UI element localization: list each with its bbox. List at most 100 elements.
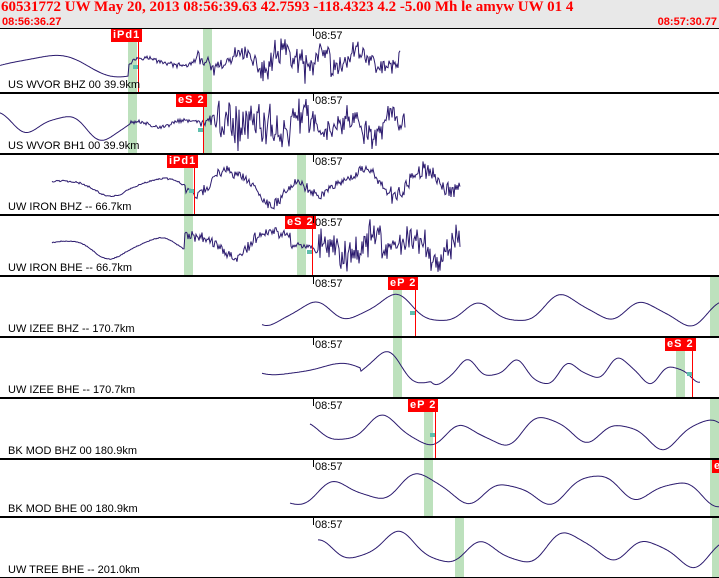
time-window-band <box>424 460 433 516</box>
waveform-trace <box>261 293 719 327</box>
station-channel-label: UW IZEE BHE -- 170.7km <box>8 384 136 396</box>
station-channel-label: US WVOR BH1 00 39.9km <box>8 140 140 152</box>
pick-amplitude-marker <box>133 65 138 69</box>
station-channel-label: UW TREE BHE -- 201.0km <box>8 564 140 576</box>
pick-label[interactable]: eS 2 <box>665 338 696 351</box>
time-axis-tick <box>313 94 314 101</box>
time-axis-tick <box>313 155 314 162</box>
trace-panel[interactable]: eS 2 08:57 UW IRON BHE -- 66.7km <box>0 215 719 276</box>
pick-amplitude-marker <box>198 128 203 132</box>
trace-plot-area[interactable]: eS 2 08:57 UW IZEE BHE -- 170.7km <box>0 338 719 397</box>
station-channel-label: BK MOD BHE 00 180.9km <box>8 503 138 515</box>
time-window-band <box>455 518 464 577</box>
time-axis-label: 08:57 <box>315 156 343 168</box>
trace-plot-area[interactable]: eP 2 08:57 UW IZEE BHZ -- 170.7km <box>0 277 719 336</box>
pick-time-line <box>138 29 139 92</box>
station-channel-label: UW IRON BHZ -- 66.7km <box>8 201 132 213</box>
trace-plot-area[interactable]: eS 2 08:57 UW IRON BHE -- 66.7km <box>0 216 719 275</box>
trace-panel[interactable]: eS 2 08:57 US WVOR BH1 00 39.9km <box>0 93 719 154</box>
trace-panel[interactable]: 08:57 UW TREE BHE -- 201.0km <box>0 517 719 578</box>
time-axis-tick <box>313 277 314 284</box>
time-window-band <box>424 399 433 458</box>
time-axis-tick <box>313 518 314 525</box>
waveform-trace <box>289 473 719 508</box>
trace-plot-area[interactable]: e 08:57 BK MOD BHE 00 180.9km <box>0 460 719 516</box>
axis-ticks-top <box>0 216 719 222</box>
waveform-trace <box>0 38 401 84</box>
axis-ticks-top <box>0 460 719 466</box>
trace-panel[interactable]: eP 2 08:57 BK MOD BHZ 00 180.9km <box>0 398 719 459</box>
window-end-time: 08:57:30.77 <box>657 16 717 28</box>
trace-panel[interactable]: eS 2 08:57 UW IZEE BHE -- 170.7km <box>0 337 719 398</box>
pick-time-line <box>194 155 195 214</box>
waveform-trace <box>51 161 461 210</box>
pick-label[interactable]: iPd1 <box>167 155 199 168</box>
trace-plot-area[interactable]: iPd1 08:57 US WVOR BHZ 00 39.9km <box>0 29 719 92</box>
time-window-band <box>393 277 402 336</box>
time-axis-label: 08:57 <box>315 30 343 42</box>
axis-ticks-top <box>0 94 719 100</box>
pick-amplitude-marker <box>189 189 194 193</box>
time-window-band <box>676 338 685 397</box>
axis-ticks-top <box>0 338 719 344</box>
event-header: 60531772 UW May 20, 2013 08:56:39.63 42.… <box>0 0 719 28</box>
trace-plot-area[interactable]: eP 2 08:57 BK MOD BHZ 00 180.9km <box>0 399 719 458</box>
axis-ticks-top <box>0 155 719 161</box>
time-window-band <box>184 155 193 214</box>
time-axis-tick <box>313 216 314 223</box>
pick-label[interactable]: eS 2 <box>285 216 316 229</box>
waveform-trace <box>261 351 701 386</box>
time-window-band <box>128 94 137 153</box>
pick-label[interactable]: e <box>712 460 719 473</box>
pick-label[interactable]: eP 2 <box>388 277 419 290</box>
station-channel-label: UW IRON BHE -- 66.7km <box>8 262 133 274</box>
time-window-band <box>710 460 719 516</box>
time-axis-label: 08:57 <box>315 519 343 531</box>
time-window-band <box>203 29 212 92</box>
time-axis-label: 08:57 <box>315 461 343 473</box>
axis-ticks-top <box>0 29 719 35</box>
time-axis-label: 08:57 <box>315 400 343 412</box>
pick-time-line <box>203 94 204 153</box>
event-title: 60531772 UW May 20, 2013 08:56:39.63 42.… <box>1 0 574 15</box>
station-channel-label: US WVOR BHZ 00 39.9km <box>8 79 141 91</box>
trace-panel[interactable]: e 08:57 BK MOD BHE 00 180.9km <box>0 459 719 517</box>
time-axis-tick <box>313 338 314 345</box>
axis-ticks-top <box>0 518 719 524</box>
trace-panel[interactable]: iPd1 08:57 US WVOR BHZ 00 39.9km <box>0 28 719 93</box>
pick-amplitude-marker <box>307 250 312 254</box>
waveform-trace <box>318 530 719 569</box>
trace-panel[interactable]: eP 2 08:57 UW IZEE BHZ -- 170.7km <box>0 276 719 337</box>
axis-ticks-top <box>0 399 719 405</box>
waveform-trace <box>0 98 406 152</box>
axis-ticks-top <box>0 277 719 283</box>
time-axis-tick <box>313 29 314 36</box>
time-axis-label: 08:57 <box>315 339 343 351</box>
time-axis-label: 08:57 <box>315 217 343 229</box>
trace-panel[interactable]: iPd1 08:57 UW IRON BHZ -- 66.7km <box>0 154 719 215</box>
window-start-time: 08:56:36.27 <box>2 16 62 28</box>
station-channel-label: BK MOD BHZ 00 180.9km <box>8 445 137 457</box>
time-axis-tick <box>313 399 314 406</box>
pick-time-line <box>312 216 313 275</box>
station-channel-label: UW IZEE BHZ -- 170.7km <box>8 323 135 335</box>
time-window-band <box>710 399 719 458</box>
pick-label[interactable]: eP 2 <box>408 399 439 412</box>
pick-label[interactable]: eS 2 <box>176 94 207 107</box>
pick-time-line <box>415 277 416 336</box>
trace-plot-area[interactable]: eS 2 08:57 US WVOR BH1 00 39.9km <box>0 94 719 153</box>
waveform-trace <box>309 414 719 451</box>
time-axis-tick <box>313 460 314 467</box>
pick-time-line <box>435 399 436 458</box>
time-window-band <box>393 338 402 397</box>
time-axis-label: 08:57 <box>315 278 343 290</box>
time-window-band <box>184 216 193 275</box>
waveform-trace <box>51 219 461 272</box>
pick-amplitude-marker <box>687 372 692 376</box>
pick-label[interactable]: iPd1 <box>111 29 143 42</box>
pick-amplitude-marker <box>430 433 435 437</box>
pick-amplitude-marker <box>410 311 415 315</box>
trace-plot-area[interactable]: iPd1 08:57 UW IRON BHZ -- 66.7km <box>0 155 719 214</box>
trace-plot-area[interactable]: 08:57 UW TREE BHE -- 201.0km <box>0 518 719 577</box>
